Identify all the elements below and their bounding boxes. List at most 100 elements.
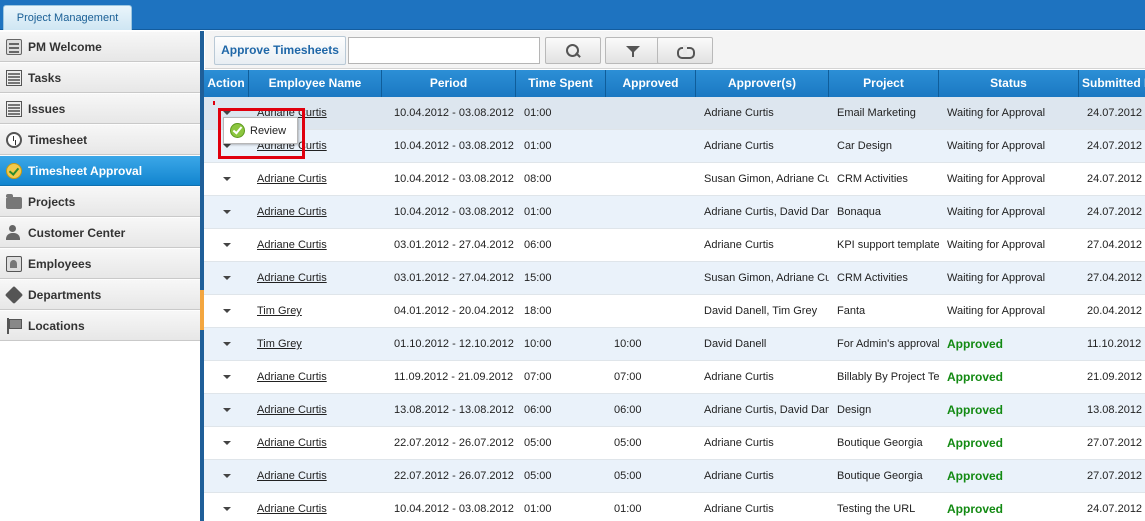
status-badge: Approved [947,403,1004,417]
table-row[interactable]: Adriane Curtis 10.04.2012 - 03.08.2012 01:… [204,130,1145,163]
column-header[interactable]: Project [829,70,939,97]
column-header[interactable]: Status [939,70,1079,97]
approved-cell: 07:00 [606,361,696,393]
chevron-down-icon[interactable] [222,507,231,512]
table-row[interactable]: Adriane Curtis 03.01.2012 - 27.04.2012 06:… [204,229,1145,262]
approvers-value: Susan Gimon, Adriane Curtis [704,173,829,185]
period-value: 10.04.2012 - 03.08.2012 [394,503,514,515]
table-row[interactable]: Adriane Curtis 10.04.2012 - 03.08.2012 01:… [204,196,1145,229]
table-row[interactable]: Tim Grey 01.10.2012 - 12.10.2012 10:00 10:0… [204,328,1145,361]
employee-link[interactable]: Adriane Curtis [257,404,327,416]
chevron-down-icon[interactable] [222,474,231,479]
employee-link[interactable]: Adriane Curtis [257,470,327,482]
column-header[interactable]: Approver(s) [696,70,829,97]
sidebar-item-pm-welcome[interactable]: PM Welcome [0,31,200,62]
employee-link[interactable]: Adriane Curtis [257,173,327,185]
employee-link[interactable]: Adriane Curtis [257,503,327,515]
submitted-cell: 27.04.2012 [1079,262,1145,294]
sidebar-item-label: Issues [28,101,66,116]
tab-project-management[interactable]: Project Management [3,5,132,30]
sidebar-splitter[interactable] [200,31,204,521]
column-header[interactable]: Submitted D [1082,76,1145,90]
approve-timesheets-button[interactable]: Approve Timesheets [214,36,346,65]
status-cell: Waiting for Approval [939,196,1079,228]
approvers-value: Susan Gimon, Adriane Curtis [704,272,829,284]
time-cell: 01:00 [516,130,606,162]
chevron-down-icon[interactable] [222,243,231,248]
chevron-down-icon[interactable] [222,441,231,446]
sidebar-item-projects[interactable]: Projects [0,186,200,217]
approved-cell [606,262,696,294]
table-row[interactable]: Adriane Curtis 22.07.2012 - 26.07.2012 05:… [204,460,1145,493]
review-menu-item[interactable]: Review [250,124,287,137]
table-row[interactable]: Adriane Curtis 10.04.2012 - 03.08.2012 01:… [204,97,1145,130]
sidebar-item-timesheet-approval[interactable]: Timesheet Approval [0,155,200,186]
employee-link[interactable]: Adriane Curtis [257,371,327,383]
table-row[interactable]: Adriane Curtis 03.01.2012 - 27.04.2012 15:… [204,262,1145,295]
approved-cell [606,97,696,129]
chevron-down-icon[interactable] [222,408,231,413]
approvers-cell: Adriane Curtis [696,427,829,459]
employee-link[interactable]: Tim Grey [257,338,302,350]
table-row[interactable]: Adriane Curtis 10.04.2012 - 03.08.2012 01:… [204,493,1145,521]
column-header[interactable]: Time Spent [516,70,606,97]
approved-cell [606,295,696,327]
flag-icon [6,317,22,334]
search-button[interactable] [545,37,601,64]
chevron-down-icon[interactable] [222,375,231,380]
sidebar-item-timesheet[interactable]: Timesheet [0,124,200,155]
chevron-down-icon[interactable] [222,144,231,149]
table-row[interactable]: Adriane Curtis 11.09.2012 - 21.09.2012 07:… [204,361,1145,394]
submitted-cell: 27.07.2012 [1079,460,1145,492]
employee-link[interactable]: Adriane Curtis [257,272,327,284]
sidebar-item-customer-center[interactable]: Customer Center [0,217,200,248]
search-input[interactable] [348,37,540,64]
chevron-down-icon[interactable] [222,111,231,116]
time-cell: 18:00 [516,295,606,327]
table-row[interactable]: Adriane Curtis 10.04.2012 - 03.08.2012 08:… [204,163,1145,196]
period-value: 22.07.2012 - 26.07.2012 [394,437,514,449]
period-cell: 10.04.2012 - 03.08.2012 [382,97,516,129]
chevron-down-icon[interactable] [222,342,231,347]
approvers-cell: David Danell [696,328,829,360]
approvers-value: Adriane Curtis [704,470,774,482]
sidebar-item-departments[interactable]: Departments [0,279,200,310]
table-row[interactable]: Adriane Curtis 13.08.2012 - 13.08.2012 06:… [204,394,1145,427]
employee-link[interactable]: Adriane Curtis [257,239,327,251]
approvers-cell: Adriane Curtis [696,361,829,393]
time-value: 01:00 [524,206,552,218]
employee-link[interactable]: Adriane Curtis [257,206,327,218]
action-menu[interactable]: Review [223,117,298,144]
table-row[interactable]: Tim Grey 04.01.2012 - 20.04.2012 18:00 Davi… [204,295,1145,328]
column-header[interactable]: Period [382,70,516,97]
employee-cell: Adriane Curtis [249,460,382,492]
sidebar-item-issues[interactable]: Issues [0,93,200,124]
employee-cell: Adriane Curtis [249,163,382,195]
period-cell: 10.04.2012 - 03.08.2012 [382,163,516,195]
sidebar-item-locations[interactable]: Locations [0,310,200,341]
project-cell: Design [829,394,939,426]
period-value: 10.04.2012 - 03.08.2012 [394,140,514,152]
column-header[interactable]: Employee Name [249,70,382,97]
table-row[interactable]: Adriane Curtis 22.07.2012 - 26.07.2012 05:… [204,427,1145,460]
filter-button[interactable] [605,37,661,64]
approvers-cell: Susan Gimon, Adriane Curtis [696,262,829,294]
employee-link[interactable]: Adriane Curtis [257,437,327,449]
chevron-down-icon[interactable] [222,177,231,182]
column-header[interactable]: Action [204,70,249,97]
submitted-value: 27.04.2012 [1087,239,1143,251]
approved-value: 10:00 [614,338,642,350]
refresh-button[interactable] [657,37,713,64]
action-cell [204,493,249,521]
sidebar-item-employees[interactable]: Employees [0,248,200,279]
employee-link[interactable]: Tim Grey [257,305,302,317]
chevron-down-icon[interactable] [222,276,231,281]
sidebar-item-tasks[interactable]: Tasks [0,62,200,93]
column-header[interactable]: Approved [606,70,696,97]
chevron-down-icon[interactable] [222,309,231,314]
time-cell: 01:00 [516,196,606,228]
refresh-icon [677,43,695,59]
period-cell: 13.08.2012 - 13.08.2012 [382,394,516,426]
chevron-down-icon[interactable] [222,210,231,215]
splitter-handle[interactable] [200,290,204,330]
